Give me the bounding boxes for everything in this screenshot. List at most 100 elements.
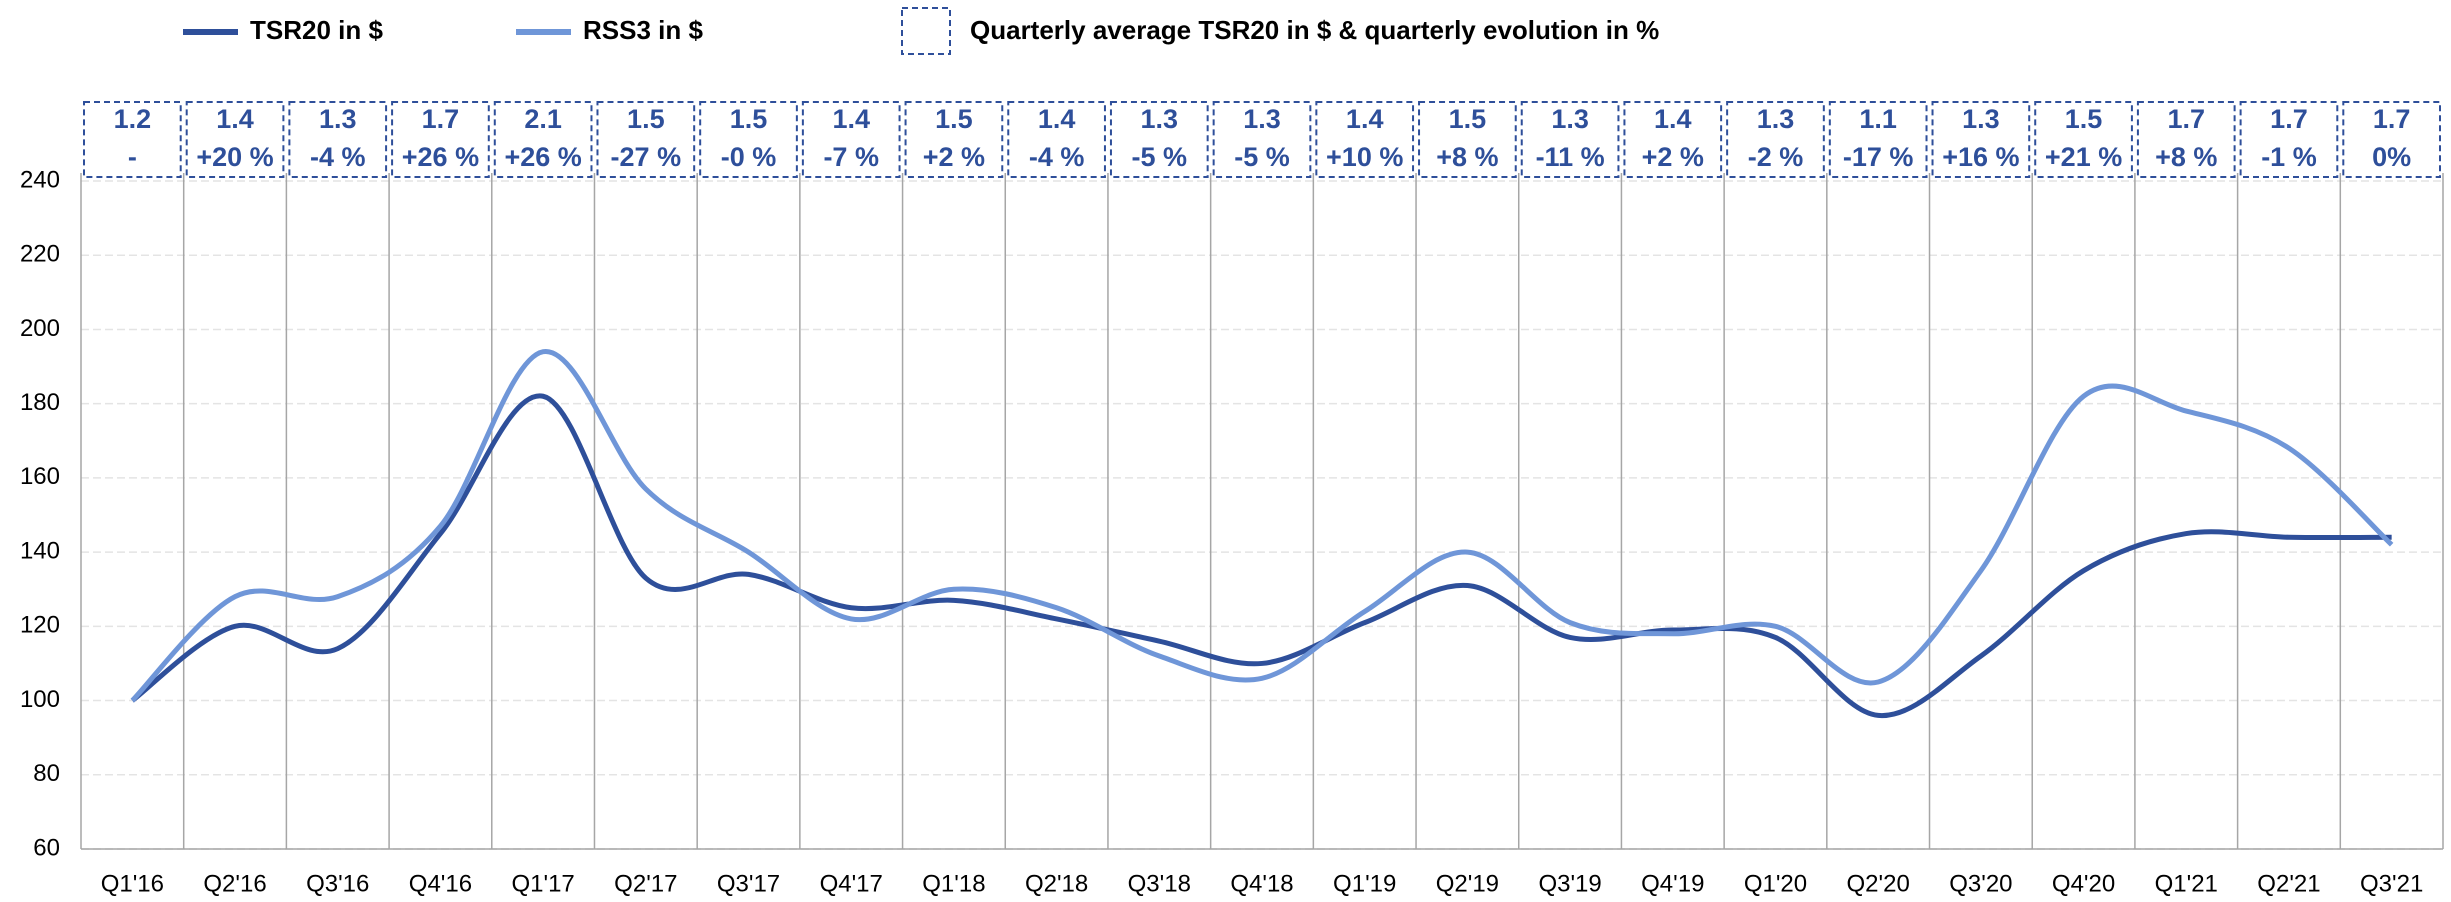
x-tick-label: Q4'16 — [409, 870, 472, 897]
quarterly-evolution: +8 % — [1436, 142, 1498, 172]
x-tick-label: Q3'19 — [1538, 870, 1601, 897]
quarterly-average: 1.3 — [1757, 104, 1795, 134]
quarterly-average: 1.7 — [422, 104, 460, 134]
x-tick-label: Q1'16 — [101, 870, 164, 897]
x-tick-label: Q2'17 — [614, 870, 677, 897]
quarterly-evolution: -27 % — [611, 142, 682, 172]
annotation-box — [2342, 101, 2442, 178]
annotation-box — [1315, 101, 1415, 178]
y-tick-label: 220 — [20, 241, 60, 268]
series-line — [130, 349, 2394, 703]
annotation-box — [699, 101, 798, 178]
quarterly-average: 1.5 — [935, 104, 973, 134]
quarterly-evolution: - — [128, 142, 137, 172]
x-tick-label: Q1'19 — [1333, 870, 1396, 897]
annotation-box — [1623, 101, 1723, 178]
quarterly-average: 1.7 — [2270, 104, 2308, 134]
quarterly-evolution: +2 % — [923, 142, 985, 172]
annotation-box — [1726, 101, 1825, 178]
quarterly-average: 1.2 — [114, 104, 152, 134]
legend-box-swatch — [901, 7, 951, 55]
y-tick-label: 80 — [33, 760, 60, 787]
x-tick-label: Q1'21 — [2155, 870, 2218, 897]
x-tick-label: Q2'16 — [203, 870, 266, 897]
y-tick-label: 160 — [20, 463, 60, 490]
annotation-box — [801, 101, 901, 178]
annotation-box — [83, 101, 182, 178]
quarterly-evolution: +16 % — [1942, 142, 2019, 172]
quarterly-average: 1.3 — [1243, 104, 1281, 134]
quarterly-evolution: -0 % — [721, 142, 777, 172]
quarterly-average: 1.4 — [1346, 104, 1384, 134]
quarterly-average: 1.7 — [2167, 104, 2205, 134]
x-tick-label: Q1'18 — [922, 870, 985, 897]
legend-label: RSS3 in $ — [583, 15, 703, 45]
quarterly-average: 1.1 — [1859, 104, 1897, 134]
quarterly-evolution: +26 % — [402, 142, 479, 172]
quarterly-evolution: -5 % — [1132, 142, 1188, 172]
quarterly-average: 1.5 — [627, 104, 665, 134]
quarterly-average: 1.4 — [1038, 104, 1076, 134]
quarterly-evolution: +21 % — [2045, 142, 2122, 172]
annotation-box — [2136, 101, 2236, 178]
quarterly-average: 1.5 — [1449, 104, 1487, 134]
annotation-box — [1007, 101, 1106, 178]
quarterly-evolution: +26 % — [504, 142, 581, 172]
x-tick-label: Q3'16 — [306, 870, 369, 897]
legend-label: TSR20 in $ — [250, 15, 383, 45]
quarterly-average: 1.3 — [1551, 104, 1589, 134]
y-tick-label: 200 — [20, 315, 60, 342]
quarterly-evolution: -2 % — [1748, 142, 1804, 172]
annotation-box — [2034, 101, 2133, 178]
quarterly-average: 1.3 — [1141, 104, 1179, 134]
annotation-box — [2239, 101, 2339, 178]
x-tick-label: Q3'17 — [717, 870, 780, 897]
quarterly-average: 1.4 — [216, 104, 254, 134]
x-tick-label: Q2'18 — [1025, 870, 1088, 897]
y-tick-label: 140 — [20, 537, 60, 564]
y-tick-label: 180 — [20, 389, 60, 416]
quarterly-evolution: -4 % — [310, 142, 366, 172]
y-tick-label: 240 — [20, 166, 60, 193]
x-tick-label: Q2'19 — [1436, 870, 1499, 897]
quarterly-evolution: -4 % — [1029, 142, 1085, 172]
quarterly-average: 1.4 — [832, 104, 870, 134]
quarterly-average: 1.4 — [1654, 104, 1692, 134]
annotation-box — [904, 101, 1004, 178]
annotation-box — [185, 101, 285, 178]
y-tick-label: 120 — [20, 612, 60, 639]
quarterly-evolution: -11 % — [1536, 142, 1605, 172]
quarterly-average: 1.3 — [1962, 104, 2000, 134]
annotation-box — [1418, 101, 1517, 178]
annotation-box — [288, 101, 388, 178]
quarterly-evolution: -1 % — [2261, 142, 2317, 172]
quarterly-average: 1.5 — [2065, 104, 2103, 134]
x-tick-label: Q2'20 — [1847, 870, 1910, 897]
quarterly-evolution: +8 % — [2155, 142, 2217, 172]
quarterly-average: 2.1 — [524, 104, 562, 134]
x-tick-label: Q4'18 — [1230, 870, 1293, 897]
quarterly-evolution: -7 % — [823, 142, 879, 172]
x-tick-label: Q1'20 — [1744, 870, 1807, 897]
annotation-box — [596, 101, 696, 178]
y-tick-label: 60 — [33, 834, 60, 861]
quarterly-evolution: +2 % — [1642, 142, 1704, 172]
y-tick-label: 100 — [20, 686, 60, 713]
quarterly-evolution: 0% — [2372, 142, 2411, 172]
annotation-box — [1828, 101, 1928, 178]
legend-annotation: Quarterly average TSR20 in $ & quarterly… — [970, 15, 1659, 45]
annotation-box — [1212, 101, 1312, 178]
x-tick-label: Q4'19 — [1641, 870, 1704, 897]
quarterly-evolution: -17 % — [1843, 142, 1914, 172]
x-tick-label: Q1'17 — [511, 870, 574, 897]
x-tick-label: Q4'17 — [820, 870, 883, 897]
x-tick-label: Q2'21 — [2257, 870, 2320, 897]
quarterly-evolution: +10 % — [1326, 142, 1403, 172]
annotation-box — [1109, 101, 1209, 178]
quarterly-average: 1.3 — [319, 104, 357, 134]
x-tick-label: Q3'18 — [1128, 870, 1191, 897]
annotation-box — [1931, 101, 2031, 178]
x-tick-label: Q4'20 — [2052, 870, 2115, 897]
annotation-box — [1520, 101, 1620, 178]
